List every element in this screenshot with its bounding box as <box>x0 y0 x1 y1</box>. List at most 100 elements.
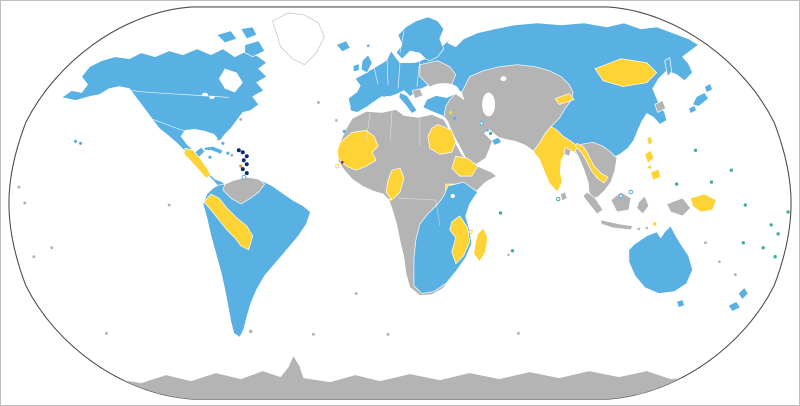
island-dot-blue <box>342 129 346 133</box>
island-dot-gray <box>17 185 21 189</box>
island-dots-layer <box>17 44 790 336</box>
island-dot-gray <box>23 201 27 205</box>
island-dot-teal <box>786 210 790 214</box>
land-layer <box>17 12 790 400</box>
region-balkans-patch <box>411 88 424 99</box>
region-arctic-island <box>240 26 258 40</box>
region-central-america <box>183 147 212 179</box>
island-dot-yellow <box>652 222 657 226</box>
region-mozambique <box>449 215 471 265</box>
africa-borders <box>365 111 441 226</box>
island-dot-gray <box>50 246 54 250</box>
island-dot-gray <box>733 273 737 277</box>
island-dot-blue <box>628 189 634 195</box>
region-sakhalin <box>664 57 673 77</box>
island-dot-blue <box>618 193 623 199</box>
island-dot-teal <box>709 180 714 184</box>
island-dot-gray <box>507 253 510 257</box>
region-madagascar <box>473 227 488 263</box>
island-dot-gray <box>311 332 315 336</box>
island-dot-gray <box>386 332 390 336</box>
island-dot-blue <box>208 155 212 159</box>
region-taiwan <box>646 135 654 146</box>
island-dot-blue <box>226 151 230 155</box>
region-west-africa <box>336 130 379 171</box>
region-papua-new-guinea <box>690 193 717 213</box>
island-dot-blue <box>78 141 83 145</box>
region-sumatra <box>582 191 604 215</box>
region-arctic-island <box>244 40 266 58</box>
region-southern-africa <box>413 181 478 294</box>
island-dot-teal <box>761 246 765 250</box>
baltic-sea <box>400 50 426 63</box>
island-dot-blue <box>479 121 484 126</box>
region-arctic-island <box>216 30 238 44</box>
region-north-america <box>61 48 268 188</box>
region-japan <box>704 83 713 93</box>
island-dot-navy <box>240 167 245 172</box>
island-dot-blue <box>371 99 375 102</box>
region-greenland <box>272 12 325 65</box>
island-dot-red <box>340 160 344 164</box>
island-dot-yellow <box>335 163 340 169</box>
island-dot-teal <box>510 249 515 253</box>
island-dot-teal <box>741 241 745 245</box>
island-dot-blue <box>380 73 384 76</box>
island-dot-teal <box>729 168 734 172</box>
island-dot-blue <box>74 139 78 143</box>
island-dot-navy <box>236 148 241 153</box>
island-dot-gray <box>248 329 253 334</box>
region-japan <box>688 105 697 114</box>
europe-borders <box>373 30 421 89</box>
region-north-korea <box>654 100 667 113</box>
us-canada-border <box>131 90 229 98</box>
island-dot-gray <box>354 292 358 296</box>
island-dot-gray <box>718 260 721 264</box>
island-dot-teal <box>674 182 679 186</box>
hudson-bay <box>218 68 243 93</box>
region-sudan <box>427 124 457 155</box>
island-dot-orange <box>239 164 243 168</box>
region-bangladesh <box>563 146 572 157</box>
island-dot-blue <box>241 174 247 180</box>
us-mexico-border <box>153 119 186 132</box>
island-dot-teal <box>769 223 773 227</box>
island-dot-teal <box>693 148 698 152</box>
black-sea <box>428 83 459 97</box>
island-dot-teal <box>773 255 777 259</box>
region-antarctica <box>97 356 701 400</box>
island-dot-gray <box>230 153 234 157</box>
region-philippines <box>650 168 662 181</box>
region-uae <box>491 136 502 146</box>
region-new-zealand <box>728 301 741 312</box>
region-thailand-myanmar <box>574 142 609 184</box>
island-dot-blue <box>221 141 225 145</box>
region-borneo <box>610 191 632 213</box>
region-mongolia <box>594 58 658 87</box>
island-dot-gray <box>316 101 320 104</box>
island-dot-teal <box>776 232 780 236</box>
island-dot-gray <box>516 331 520 335</box>
region-great-britain <box>360 54 373 73</box>
region-sulawesi <box>636 195 650 215</box>
island-dot-blue <box>410 107 414 110</box>
region-sri-lanka <box>559 191 568 202</box>
island-dot-blue <box>486 129 489 132</box>
region-iceland <box>335 40 351 53</box>
island-dot-navy <box>244 171 249 176</box>
island-dot-teal <box>743 203 747 207</box>
aral-sea <box>500 76 507 82</box>
island-dot-navy <box>244 154 249 159</box>
island-dot-blue <box>366 44 370 48</box>
region-java <box>600 219 634 231</box>
caspian-sea <box>482 92 496 117</box>
region-japan <box>692 92 709 107</box>
lake-victoria <box>450 194 455 199</box>
island-dot-gray <box>637 227 641 231</box>
region-philippines <box>644 149 655 164</box>
island-dot-gray <box>32 255 36 259</box>
island-dot-navy <box>240 150 245 155</box>
region-new-zealand <box>737 287 749 300</box>
